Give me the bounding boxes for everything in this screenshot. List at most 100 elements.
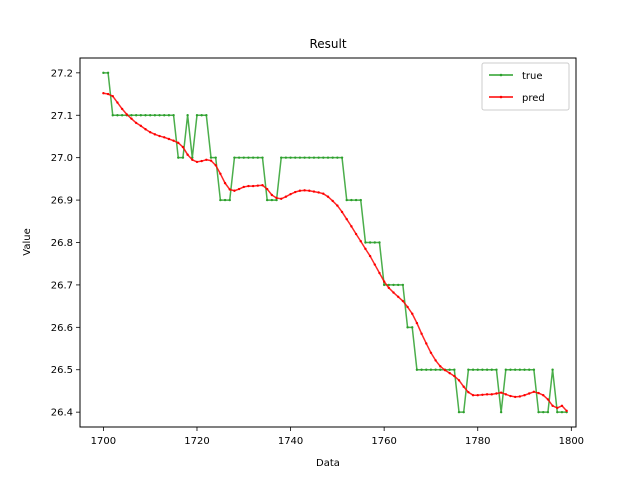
data-point-true xyxy=(434,368,437,371)
data-point-pred xyxy=(195,160,199,164)
x-axis: 1700 1720 1740 1760 1780 1800 xyxy=(91,427,584,447)
data-point-pred xyxy=(425,342,428,345)
data-point-pred xyxy=(513,395,517,399)
data-point-pred xyxy=(125,113,128,116)
legend-label-pred: pred xyxy=(522,93,545,104)
x-axis-label: Data xyxy=(316,458,340,469)
data-point-pred xyxy=(504,393,508,396)
data-point-true xyxy=(298,156,302,159)
data-point-true xyxy=(134,114,138,117)
data-point-pred xyxy=(354,232,358,236)
data-point-pred xyxy=(153,133,157,136)
data-point-pred xyxy=(532,390,536,393)
data-point-pred xyxy=(303,189,306,192)
data-point-pred xyxy=(298,189,302,192)
data-point-pred xyxy=(392,291,395,294)
data-point-true xyxy=(476,368,479,371)
data-point-true xyxy=(242,156,245,159)
data-point-true xyxy=(275,198,278,202)
y-tick-label: 26.7 xyxy=(51,280,73,291)
data-point-pred xyxy=(490,393,493,396)
data-point-true xyxy=(336,156,339,159)
data-point-true xyxy=(439,368,442,371)
data-point-pred xyxy=(120,107,124,111)
data-point-pred xyxy=(434,359,437,362)
data-point-pred xyxy=(265,187,269,191)
data-point-pred xyxy=(102,92,105,95)
data-point-true xyxy=(378,241,381,244)
data-point-pred xyxy=(443,368,447,372)
data-point-true xyxy=(532,368,536,371)
data-point-pred xyxy=(270,193,274,197)
data-point-true xyxy=(396,283,400,287)
data-point-pred xyxy=(163,136,166,139)
data-point-pred xyxy=(345,217,348,221)
data-point-true xyxy=(429,368,433,371)
data-point-true xyxy=(420,368,423,371)
data-point-true xyxy=(289,156,292,159)
data-point-true xyxy=(467,368,470,371)
y-tick-label: 27.1 xyxy=(51,111,73,122)
data-point-pred xyxy=(378,271,381,275)
data-point-true xyxy=(116,114,119,117)
data-point-true xyxy=(256,156,260,159)
data-point-true xyxy=(294,156,297,159)
data-point-pred xyxy=(382,280,386,283)
x-tick-label: 1780 xyxy=(465,436,490,447)
data-point-true xyxy=(387,283,391,287)
data-point-true xyxy=(247,156,250,159)
data-point-pred xyxy=(485,393,489,396)
data-point-true xyxy=(322,156,325,159)
data-point-true xyxy=(509,368,512,371)
data-point-true xyxy=(542,410,545,414)
data-point-pred xyxy=(134,121,138,125)
data-point-true xyxy=(326,156,330,159)
data-point-true xyxy=(228,198,231,202)
data-point-pred xyxy=(448,371,451,375)
data-point-pred xyxy=(111,94,114,98)
data-point-pred xyxy=(401,299,405,303)
data-point-true xyxy=(457,410,461,414)
data-point-pred xyxy=(364,247,367,251)
data-point-pred xyxy=(106,92,110,96)
data-point-pred xyxy=(462,385,465,388)
data-point-pred xyxy=(214,164,217,167)
data-point-pred xyxy=(130,117,133,120)
data-point-pred xyxy=(331,199,334,203)
data-point-pred xyxy=(420,332,423,335)
data-point-pred xyxy=(237,187,241,191)
data-point-true xyxy=(331,156,334,159)
data-point-true xyxy=(392,283,395,287)
y-tick-label: 27.0 xyxy=(51,153,73,164)
data-point-pred xyxy=(415,321,419,325)
data-point-true xyxy=(368,241,372,244)
data-point-pred xyxy=(499,391,503,394)
data-point-pred xyxy=(200,159,203,163)
series-pred xyxy=(102,92,568,413)
data-point-true xyxy=(359,198,362,202)
y-tick-label: 26.4 xyxy=(51,408,73,419)
data-point-true xyxy=(415,368,419,371)
data-point-pred xyxy=(256,184,260,187)
data-point-true xyxy=(495,368,498,371)
data-point-pred xyxy=(565,409,568,413)
data-point-true xyxy=(560,410,564,414)
data-point-true xyxy=(462,410,465,414)
data-point-true xyxy=(340,156,344,159)
y-tick-label: 26.6 xyxy=(51,323,73,334)
x-tick-label: 1760 xyxy=(371,436,396,447)
data-point-true xyxy=(499,410,503,414)
data-point-pred xyxy=(322,192,325,195)
data-point-pred xyxy=(340,210,344,214)
y-axis: 26.4 26.5 26.6 26.7 26.8 26.9 27.0 27.1 27.2 xyxy=(51,68,80,419)
y-axis-label: Value xyxy=(22,228,33,255)
data-point-true xyxy=(195,114,199,117)
y-tick-label: 27.2 xyxy=(51,68,73,79)
data-point-pred xyxy=(326,195,330,198)
data-point-pred xyxy=(242,185,245,189)
data-point-true xyxy=(345,198,348,202)
data-point-pred xyxy=(289,192,292,196)
data-point-true xyxy=(186,114,189,117)
x-tick-label: 1720 xyxy=(184,436,209,447)
